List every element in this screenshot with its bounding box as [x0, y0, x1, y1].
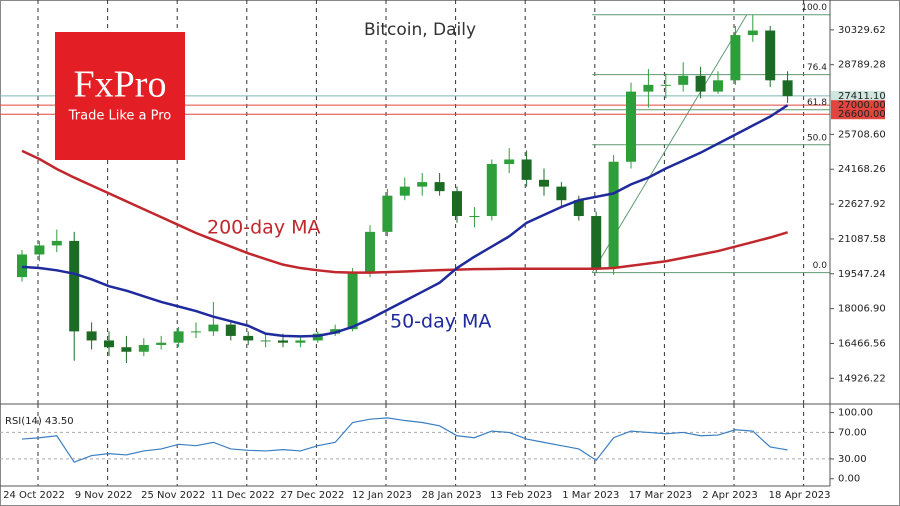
- x-tick-label: 12 Jan 2023: [352, 490, 412, 501]
- y-tick-label: 28789.28: [838, 60, 886, 71]
- rsi-tick-label: 30.00: [838, 454, 867, 465]
- fib-label: 0.0: [813, 261, 828, 271]
- rsi-tick-label: 100.00: [838, 408, 873, 419]
- chart-title: Bitcoin, Daily: [364, 20, 476, 40]
- candle-body: [486, 163, 497, 217]
- fib-label: 61.8: [807, 98, 827, 108]
- ma-label: 50-day MA: [390, 311, 491, 333]
- ma-line: [21, 149, 788, 274]
- y-tick-label: 18006.90: [838, 304, 886, 315]
- candle-body: [138, 344, 149, 352]
- y-tick-label: 16466.56: [838, 338, 886, 349]
- candle-body: [556, 186, 567, 201]
- candle-body: [417, 182, 428, 187]
- candle-body: [678, 75, 689, 85]
- candle-body: [521, 159, 532, 180]
- candle-body: [660, 84, 671, 86]
- y-tick-label: 24168.26: [838, 164, 886, 175]
- price-label-box: [831, 90, 885, 101]
- candle-body: [295, 340, 306, 343]
- candle-body: [156, 342, 167, 345]
- fib-label: 76.4: [807, 63, 827, 73]
- candle-body: [243, 335, 254, 341]
- candle-body: [695, 75, 706, 92]
- rsi-title: RSI(14) 43.50: [5, 416, 74, 427]
- candle-body: [121, 347, 132, 352]
- y-tick-label: 21087.58: [838, 234, 886, 245]
- x-tick-label: 17 Mar 2023: [629, 490, 692, 501]
- candle-body: [225, 324, 236, 336]
- candle-body: [69, 240, 80, 332]
- y-tick-label: 14926.22: [838, 373, 886, 384]
- candle-body: [191, 331, 201, 333]
- candle-body: [51, 240, 62, 246]
- x-tick-label: 25 Nov 2022: [141, 490, 205, 501]
- candle-body: [643, 84, 654, 92]
- price-label-box: [831, 100, 885, 111]
- x-tick-label: 18 Apr 2023: [769, 490, 831, 501]
- logo-box: [55, 32, 185, 160]
- y-tick-label: 19547.24: [838, 269, 886, 280]
- fib-label: 100.0: [801, 3, 827, 13]
- x-tick-label: 1 Mar 2023: [562, 490, 619, 501]
- candle-body: [626, 91, 636, 162]
- candle-body: [452, 191, 462, 217]
- x-tick-label: 27 Dec 2022: [280, 490, 344, 501]
- candle-body: [173, 331, 184, 343]
- candle-body: [573, 200, 584, 217]
- rsi-tick-label: 70.00: [838, 427, 867, 438]
- candle-body: [469, 216, 480, 218]
- plot-layer: [17, 14, 793, 463]
- x-tick-label: 2 Apr 2023: [702, 490, 757, 501]
- y-tick-label: 25708.60: [838, 129, 886, 140]
- candle-body: [104, 340, 114, 348]
- ma-label: 200-day MA: [207, 217, 321, 239]
- candle-body: [208, 324, 219, 332]
- candle-body: [713, 80, 723, 92]
- x-tick-label: 28 Jan 2023: [422, 490, 482, 501]
- x-tick-label: 13 Feb 2023: [490, 490, 552, 501]
- candle-body: [747, 30, 758, 36]
- candle-body: [765, 30, 776, 81]
- candle-body: [347, 272, 358, 330]
- ma-line: [21, 104, 789, 338]
- candle-body: [365, 231, 375, 273]
- price-label: 27000.00: [838, 100, 886, 111]
- rsi-line: [21, 417, 788, 463]
- rsi-tick-label: 0.00: [838, 474, 860, 485]
- candle-body: [539, 179, 549, 187]
- candle-body: [591, 216, 602, 269]
- candle-body: [608, 161, 619, 269]
- candle-body: [434, 182, 445, 192]
- candle-body: [17, 254, 27, 278]
- logo-name: FxPro: [74, 64, 167, 106]
- price-label: 27411.10: [838, 91, 886, 102]
- x-tick-label: 11 Dec 2022: [211, 490, 275, 501]
- candle-body: [260, 340, 271, 342]
- candle-body: [504, 159, 515, 164]
- y-tick-label: 30329.62: [838, 25, 886, 36]
- candle-body: [782, 80, 793, 97]
- price-label-box: [831, 109, 885, 120]
- candle-body: [278, 340, 288, 343]
- candle-body: [86, 331, 97, 341]
- x-tick-label: 9 Nov 2022: [75, 490, 133, 501]
- candle-body: [399, 186, 410, 196]
- candle-body: [34, 245, 45, 255]
- x-tick-label: 24 Oct 2022: [3, 490, 65, 501]
- logo-tagline: Trade Like a Pro: [68, 109, 172, 124]
- candle-body: [382, 195, 393, 232]
- candle-body: [730, 35, 741, 81]
- fib-label: 50.0: [807, 133, 827, 143]
- price-label: 26600.00: [838, 109, 886, 120]
- y-tick-label: 22627.92: [838, 199, 886, 210]
